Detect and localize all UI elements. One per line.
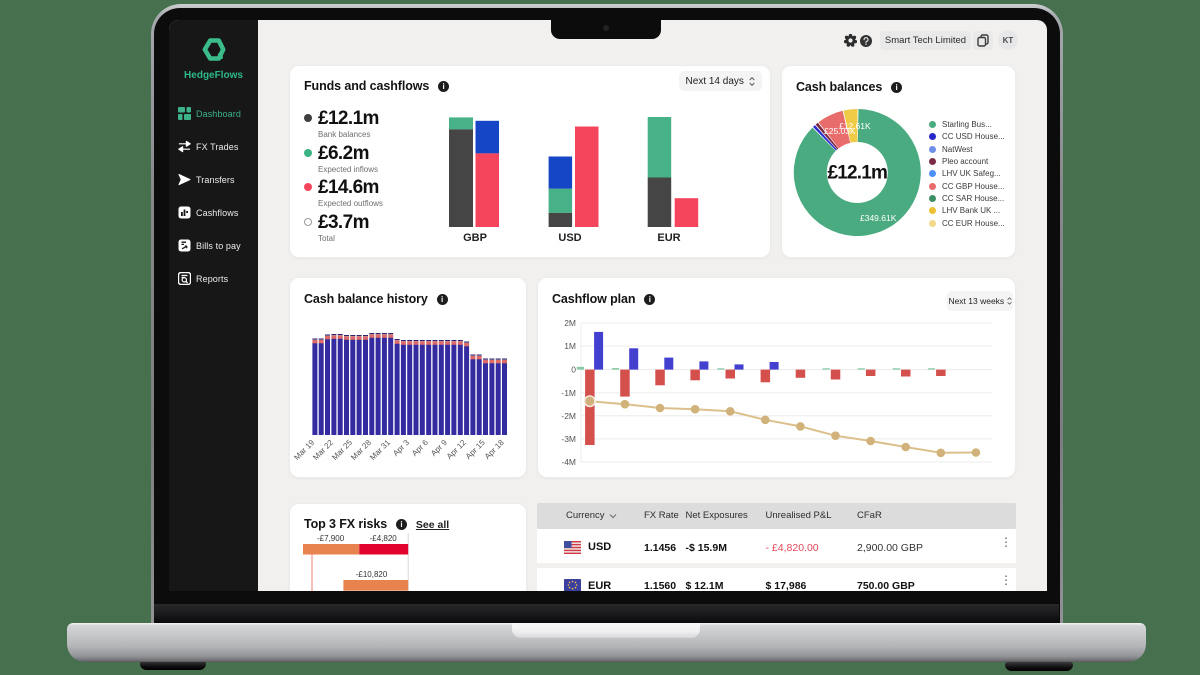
svg-text:-£4,820: -£4,820 [370, 534, 398, 543]
svg-text:-2M: -2M [561, 411, 576, 421]
svg-text:Apr 18: Apr 18 [483, 438, 506, 461]
svg-text:-£7,900: -£7,900 [317, 534, 345, 543]
svg-text:Apr 6: Apr 6 [410, 438, 430, 458]
svg-text:-£10,820: -£10,820 [356, 570, 388, 579]
svg-text:1M: 1M [564, 341, 576, 351]
svg-text:£12.61K: £12.61K [839, 121, 871, 131]
svg-text:2M: 2M [564, 318, 576, 328]
svg-text:£25.03K: £25.03K [824, 126, 856, 136]
svg-text:0: 0 [571, 365, 576, 375]
svg-text:Apr 15: Apr 15 [464, 438, 487, 461]
svg-text:-4M: -4M [561, 457, 576, 467]
svg-text:£349.61K: £349.61K [860, 213, 897, 223]
svg-text:Mar 31: Mar 31 [368, 438, 392, 462]
svg-text:Apr 3: Apr 3 [391, 438, 411, 458]
svg-text:-3M: -3M [561, 434, 576, 444]
svg-text:Apr 12: Apr 12 [445, 438, 468, 461]
svg-text:£12.1m: £12.1m [827, 163, 887, 184]
svg-text:-1M: -1M [561, 388, 576, 398]
